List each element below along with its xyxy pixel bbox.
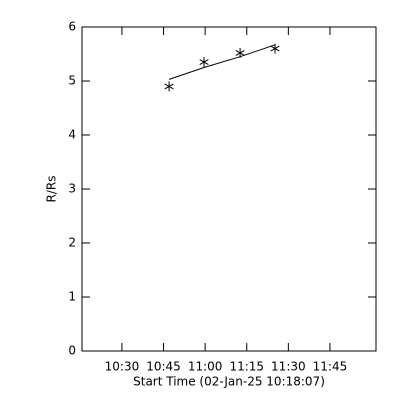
x-tick-label: 10:30 [105,360,140,374]
y-tick-label: 4 [68,128,76,142]
y-tick-label: 0 [68,344,76,358]
y-tick-label: 5 [68,74,76,88]
x-tick-label: 11:45 [313,360,348,374]
y-tick-label: 6 [68,20,76,34]
x-tick-label: 11:30 [271,360,306,374]
x-tick-label: 11:15 [229,360,264,374]
data-point [164,81,174,92]
x-axis-label: Start Time (02-Jan-25 10:18:07) [133,375,325,389]
x-tick-label: 11:00 [188,360,223,374]
y-tick-label: 1 [68,290,76,304]
fit-line [168,44,276,80]
x-tick-label: 10:45 [146,360,181,374]
y-tick-label: 3 [68,182,76,196]
data-point [199,57,209,68]
y-tick-label: 2 [68,236,76,250]
y-axis-label: R/Rs [45,176,59,203]
